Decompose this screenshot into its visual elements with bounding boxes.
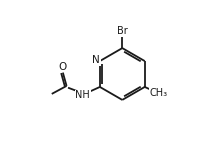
Text: N: N <box>92 55 100 65</box>
Text: CH₃: CH₃ <box>150 88 168 98</box>
Text: O: O <box>58 62 66 72</box>
Text: NH: NH <box>75 90 90 100</box>
Text: Br: Br <box>117 26 128 36</box>
